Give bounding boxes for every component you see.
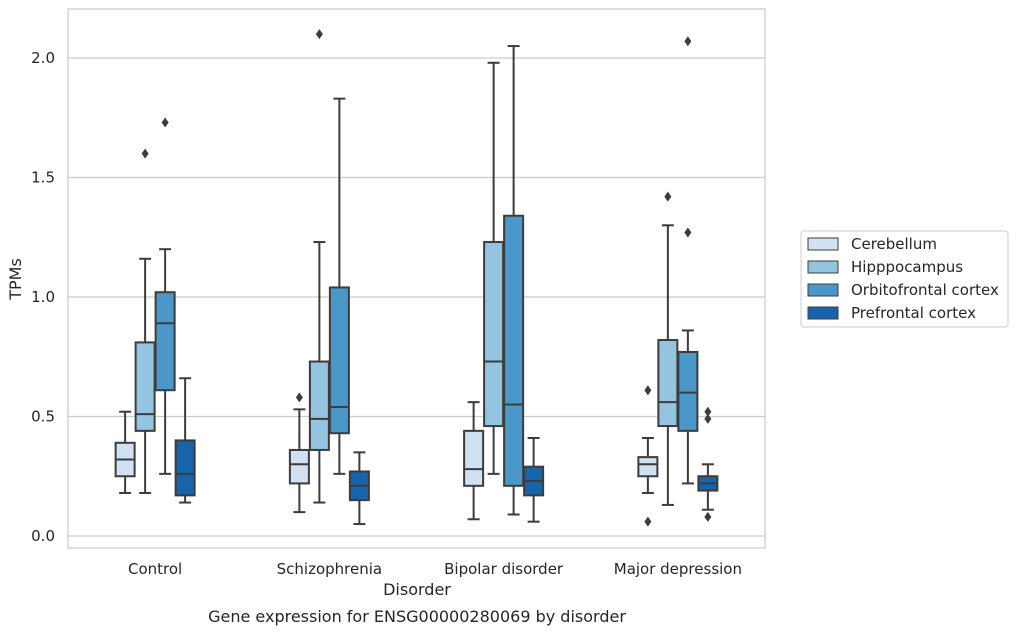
legend-frame [800, 230, 1009, 328]
box-orbitofrontal-cortex [677, 36, 699, 485]
outlier-point [684, 227, 692, 238]
box-hipppocampus [134, 148, 156, 494]
y-tick-label: 1.5 [31, 169, 55, 187]
legend: Cerebellum Hipppocampus Orbitofrontal cort… [800, 230, 1009, 328]
outlier-point [704, 406, 712, 417]
x-tick-label: Bipolar disorder [444, 560, 564, 578]
box-prefrontal-cortex [697, 406, 719, 522]
box-cerebellum [463, 401, 485, 521]
outlier-point [704, 413, 712, 424]
legend-swatch [807, 260, 839, 274]
box-orbitofrontal-cortex [503, 45, 525, 516]
box-body [657, 339, 679, 428]
box-body [677, 350, 699, 432]
box-cerebellum [114, 410, 136, 494]
box-hipppocampus [483, 61, 505, 475]
outlier-point [161, 117, 169, 128]
box-body [463, 429, 485, 487]
plot-area [67, 8, 766, 549]
box-prefrontal-cortex [174, 377, 196, 504]
boxes [114, 29, 719, 527]
y-axis-title: TPMs [6, 258, 25, 301]
box-prefrontal-cortex [348, 451, 370, 526]
box-body [328, 286, 350, 435]
outlier-point [644, 516, 652, 527]
outlier-point [644, 385, 652, 396]
y-tick-labels: 0.0 0.5 1.0 1.5 2.0 [31, 49, 55, 545]
legend-label: Prefrontal cortex [851, 304, 976, 322]
box-body [154, 291, 176, 392]
box-cerebellum [288, 392, 310, 514]
y-tick-label: 0.0 [31, 527, 55, 545]
outlier-point [295, 392, 303, 403]
x-tick-label: Major depression [614, 560, 742, 578]
box-body [483, 241, 505, 428]
box-prefrontal-cortex [523, 437, 545, 523]
box-orbitofrontal-cortex [328, 97, 350, 475]
y-tick-label: 0.5 [31, 408, 55, 426]
legend-label: Hipppocampus [851, 258, 963, 276]
box-body [503, 214, 525, 487]
outlier-point [684, 36, 692, 47]
box-body [637, 456, 659, 478]
y-tick-label: 2.0 [31, 49, 55, 67]
box-body [174, 439, 196, 497]
legend-swatch [807, 283, 839, 297]
figure-caption: Gene expression for ENSG00000280069 by d… [208, 607, 626, 626]
outlier-point [315, 29, 323, 40]
outlier-point [141, 148, 149, 159]
x-tick-labels: Control Schizophrenia Bipolar disorder Majo… [128, 560, 742, 578]
box-body [288, 448, 310, 485]
legend-label: Orbitofrontal cortex [851, 281, 999, 299]
outlier-point [664, 191, 672, 202]
x-tick-label: Schizophrenia [277, 560, 382, 578]
y-tick-label: 1.0 [31, 288, 55, 306]
box-orbitofrontal-cortex [154, 117, 176, 475]
legend-swatch [807, 237, 839, 251]
legend-swatch [807, 306, 839, 320]
x-axis-title: Disorder [383, 580, 451, 599]
legend-label: Cerebellum [851, 235, 937, 253]
box-body [308, 360, 330, 451]
outlier-point [704, 511, 712, 522]
box-cerebellum [637, 385, 659, 527]
x-tick-label: Control [128, 560, 182, 578]
box-body [134, 341, 156, 432]
